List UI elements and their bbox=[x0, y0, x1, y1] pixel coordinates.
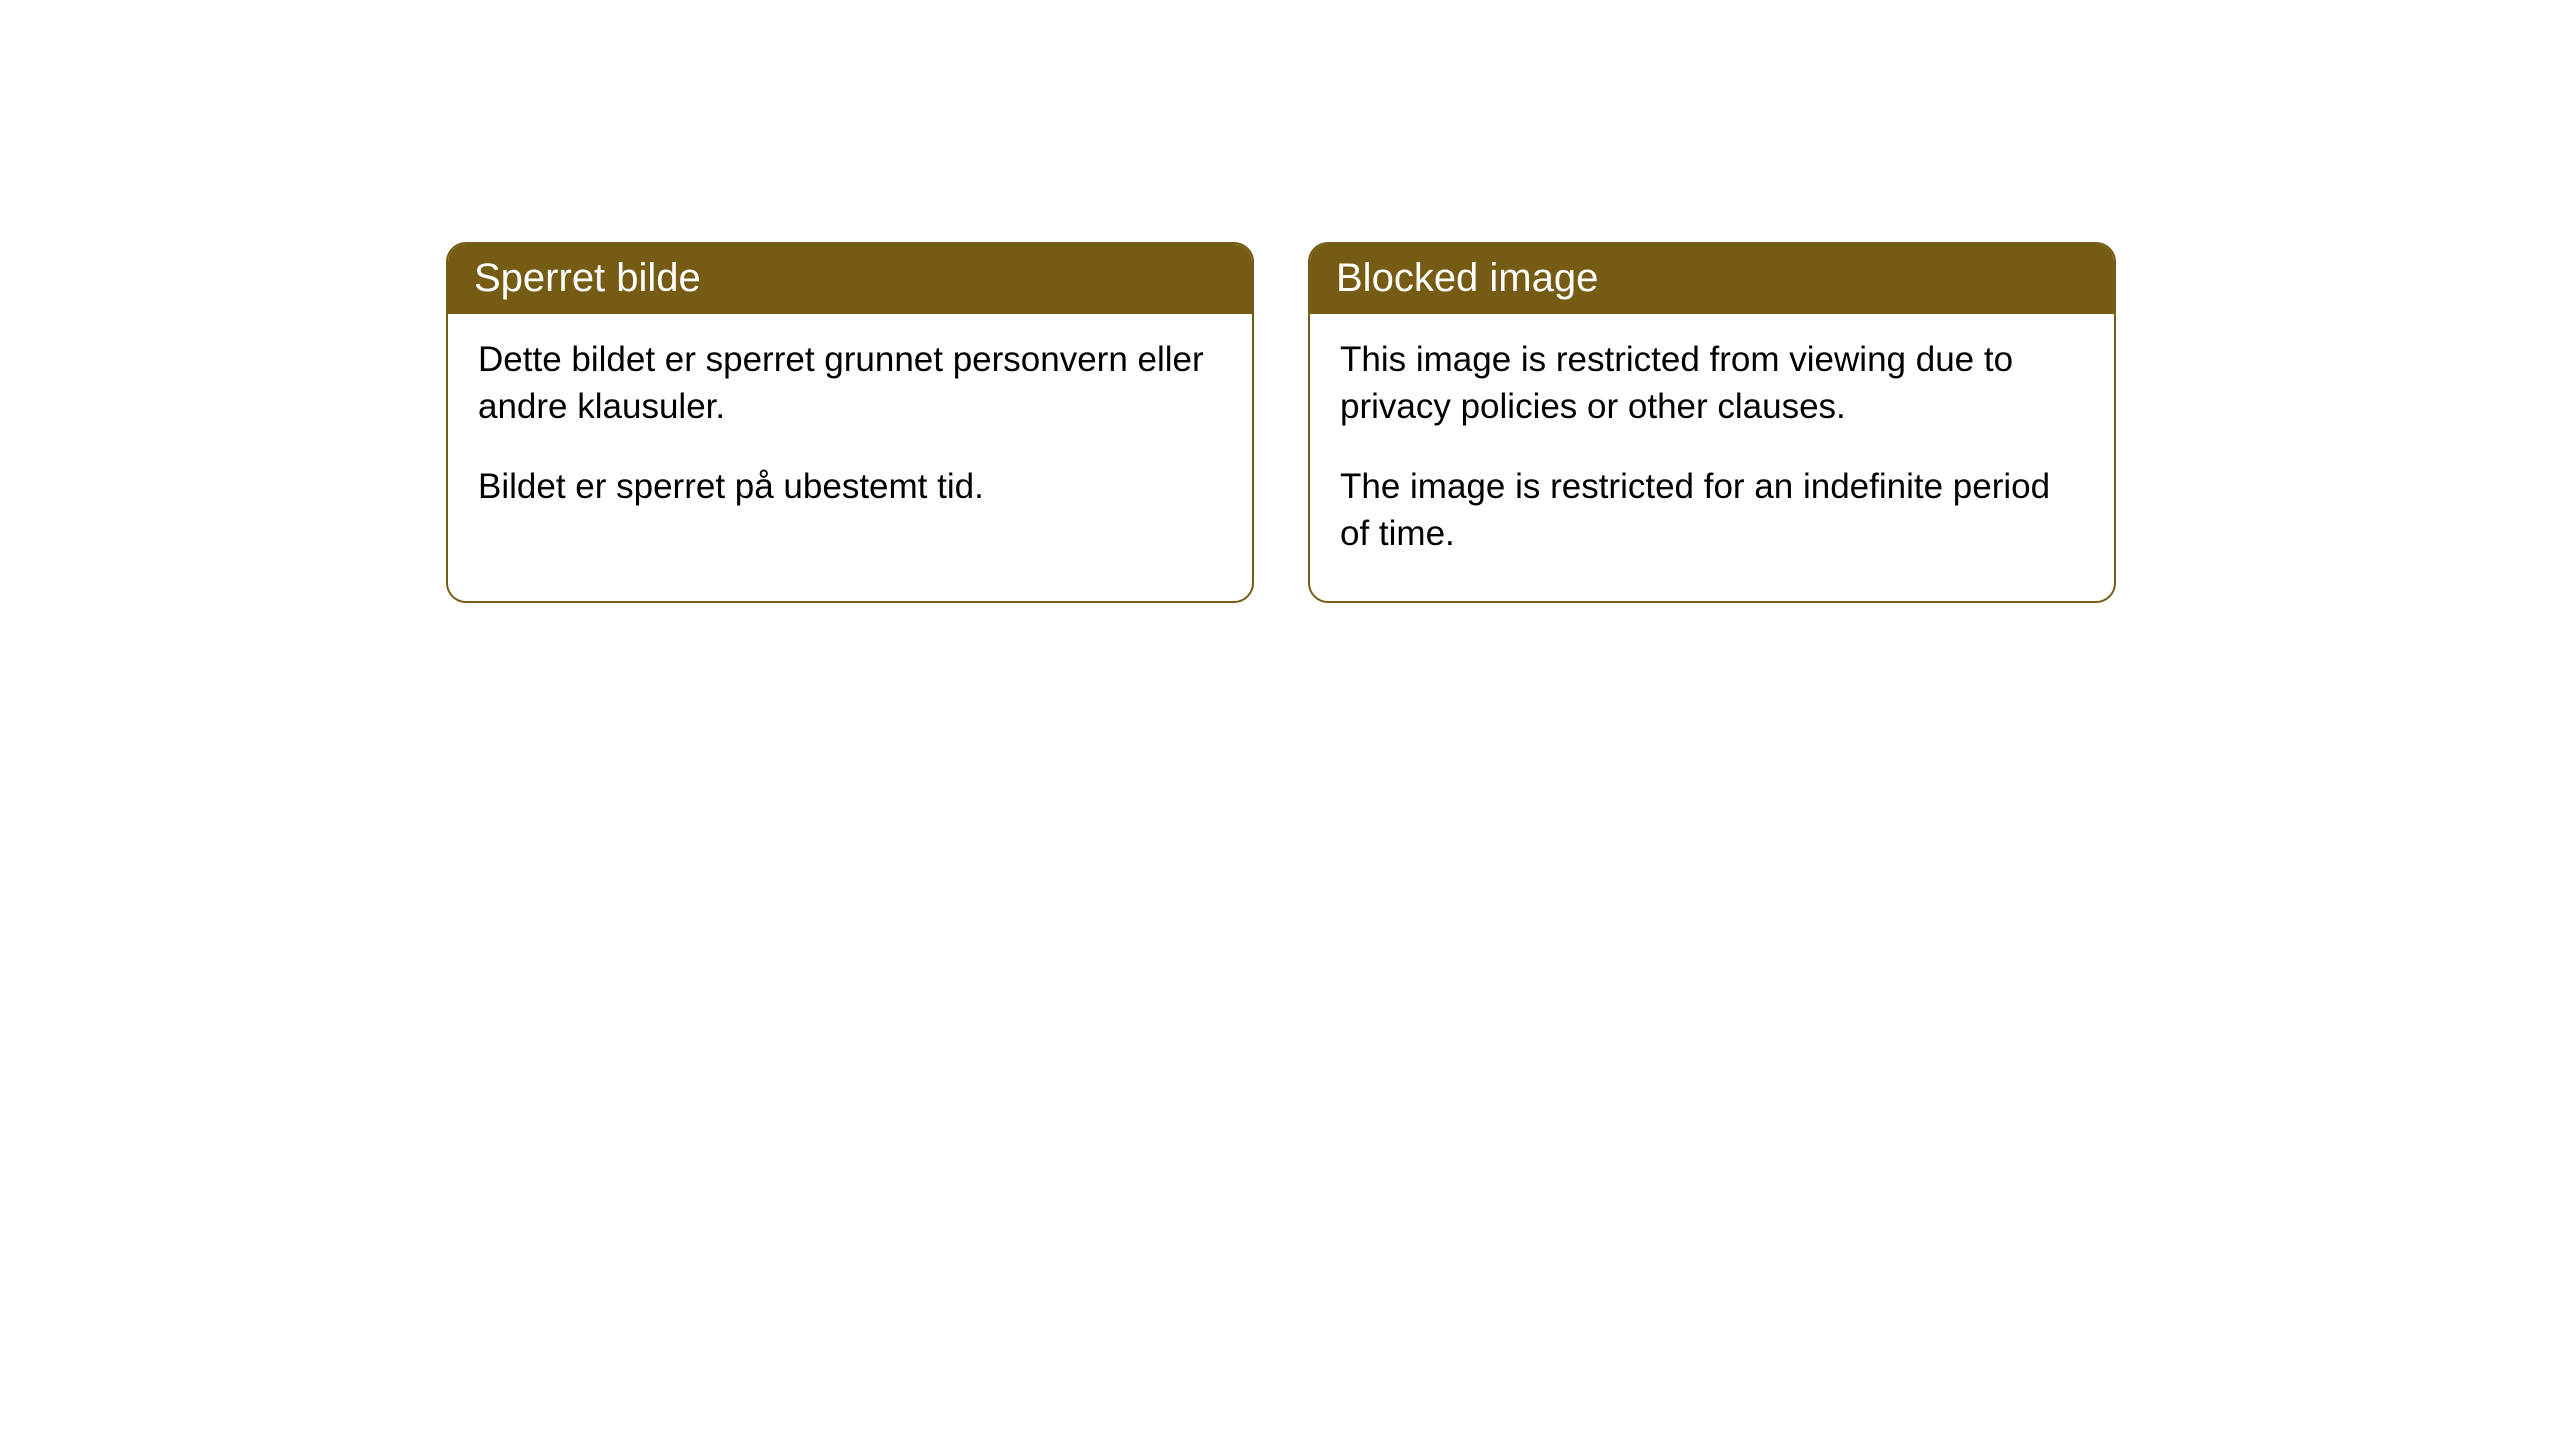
card-paragraph: Dette bildet er sperret grunnet personve… bbox=[478, 336, 1222, 431]
blocked-image-card-en: Blocked image This image is restricted f… bbox=[1308, 242, 2116, 603]
cards-container: Sperret bilde Dette bildet er sperret gr… bbox=[0, 0, 2560, 603]
card-body-no: Dette bildet er sperret grunnet personve… bbox=[448, 314, 1252, 554]
blocked-image-card-no: Sperret bilde Dette bildet er sperret gr… bbox=[446, 242, 1254, 603]
card-header-no: Sperret bilde bbox=[448, 244, 1252, 314]
card-paragraph: The image is restricted for an indefinit… bbox=[1340, 463, 2084, 558]
card-paragraph: Bildet er sperret på ubestemt tid. bbox=[478, 463, 1222, 510]
card-body-en: This image is restricted from viewing du… bbox=[1310, 314, 2114, 601]
card-paragraph: This image is restricted from viewing du… bbox=[1340, 336, 2084, 431]
card-header-en: Blocked image bbox=[1310, 244, 2114, 314]
